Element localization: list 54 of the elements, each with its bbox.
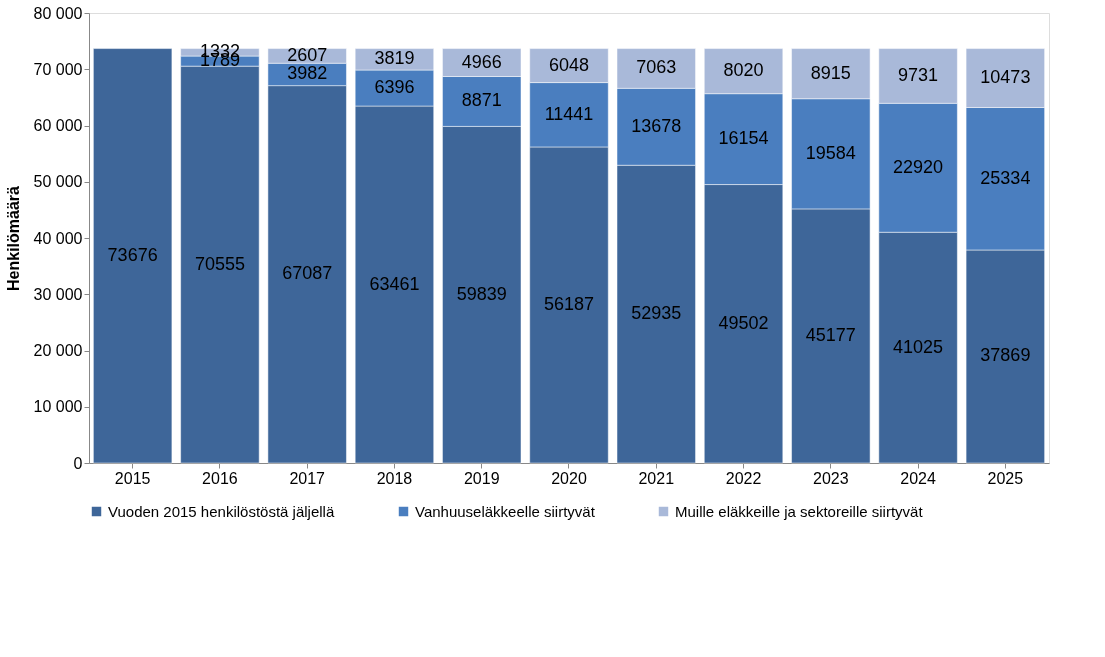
data-label: 8915 [810, 62, 851, 83]
bar [93, 48, 173, 464]
x-tick-label: 2022 [725, 469, 762, 487]
data-label: 9731 [898, 64, 939, 85]
data-label: 45177 [805, 324, 856, 345]
y-tick-label: 20 000 [33, 342, 83, 359]
data-label: 41025 [893, 336, 944, 357]
data-label: 37869 [980, 345, 1031, 366]
x-tick-label: 2018 [376, 469, 413, 487]
legend-label: Muille eläkkeille ja sektoreille siirtyvät [675, 502, 924, 520]
data-label: 22920 [893, 156, 944, 177]
data-label: 70555 [194, 253, 245, 274]
data-label: 3982 [287, 63, 328, 84]
y-tick-label: 70 000 [33, 60, 83, 78]
data-label: 25334 [980, 167, 1031, 188]
data-label: 67087 [282, 263, 333, 284]
y-tick-label: 80 000 [33, 4, 83, 22]
x-tick-label: 2023 [813, 469, 849, 487]
x-tick-label: 2017 [289, 469, 326, 487]
data-label: 3819 [374, 48, 415, 69]
data-label: 10473 [980, 67, 1031, 88]
data-label: 13678 [631, 115, 682, 136]
data-label: 7063 [636, 57, 677, 78]
data-label: 2607 [287, 44, 328, 65]
data-label: 49502 [718, 312, 769, 333]
y-tick-label: 10 000 [33, 398, 83, 416]
data-label: 73676 [107, 244, 158, 265]
x-tick-label: 2025 [987, 469, 1024, 487]
x-tick-label: 2019 [463, 469, 500, 487]
data-label: 8020 [723, 60, 764, 81]
y-tick-label: 50 000 [33, 173, 83, 191]
data-label: 63461 [369, 273, 420, 294]
x-tick-label: 2016 [202, 469, 238, 487]
x-tick-label: 2020 [551, 469, 587, 487]
data-label: 8871 [461, 90, 502, 111]
y-tick-label: 60 000 [33, 117, 83, 134]
x-tick-label: 2024 [900, 469, 936, 487]
y-axis-title: Henkilömäärä [4, 185, 22, 291]
data-label: 56187 [543, 293, 595, 314]
data-label: 6396 [374, 77, 415, 98]
legend-label: Vanhuuseläkkeelle siirtyvät [415, 502, 596, 520]
data-label: 59839 [456, 283, 507, 304]
legend-label: Vuoden 2015 henkilöstöstä jäljellä [108, 502, 335, 520]
data-label: 19584 [805, 142, 856, 163]
y-tick-label: 0 [73, 454, 83, 472]
y-tick-label: 40 000 [33, 229, 83, 247]
data-label: 11441 [544, 103, 594, 124]
data-label: 4966 [461, 51, 502, 72]
data-label: 16154 [718, 128, 769, 149]
x-tick-label: 2015 [114, 469, 151, 487]
data-label: 6048 [548, 54, 590, 75]
x-tick-label: 2021 [638, 469, 675, 487]
data-label: 52935 [631, 303, 682, 324]
y-tick-label: 30 000 [33, 285, 83, 303]
